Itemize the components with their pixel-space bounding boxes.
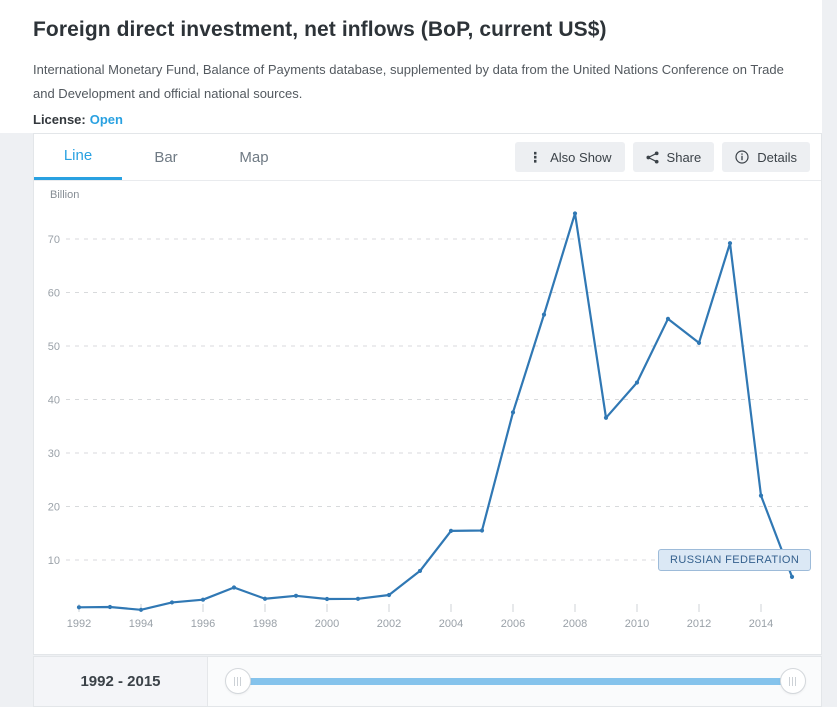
slider-handle-left[interactable] xyxy=(225,668,251,694)
svg-text:2012: 2012 xyxy=(687,618,711,630)
details-button[interactable]: Details xyxy=(722,142,810,172)
svg-text:30: 30 xyxy=(48,448,60,460)
license-link[interactable]: Open xyxy=(89,112,123,128)
svg-text:2014: 2014 xyxy=(749,618,773,630)
tab-line[interactable]: Line xyxy=(34,134,122,180)
chart-panel: Line Bar Map ⋮ Also Show Share Details xyxy=(33,133,822,655)
chart-toolbar: ⋮ Also Show Share Details xyxy=(515,134,821,180)
time-slider-panel: 1992 - 2015 xyxy=(33,656,822,707)
svg-text:2004: 2004 xyxy=(439,618,463,630)
license-line: License: Open xyxy=(33,112,822,127)
slider-handle-right[interactable] xyxy=(780,668,806,694)
page-header: Foreign direct investment, net inflows (… xyxy=(0,0,822,133)
svg-text:20: 20 xyxy=(48,502,60,514)
chart-body: 10 20 30 40 50 60 70 1992 1994 1996 1998 2000 2002 20… xyxy=(34,181,821,655)
svg-text:1996: 1996 xyxy=(191,618,215,630)
svg-text:1992: 1992 xyxy=(67,618,91,630)
kebab-icon: ⋮ xyxy=(528,149,543,165)
svg-text:2000: 2000 xyxy=(315,618,339,630)
svg-text:2010: 2010 xyxy=(625,618,649,630)
grip-icon xyxy=(789,676,797,686)
share-icon xyxy=(646,150,659,164)
chart-tabs-row: Line Bar Map ⋮ Also Show Share Details xyxy=(34,134,821,181)
tab-map[interactable]: Map xyxy=(239,148,269,166)
svg-text:2006: 2006 xyxy=(501,618,525,630)
series-label: RUSSIAN FEDERATION xyxy=(658,548,812,571)
svg-text:1994: 1994 xyxy=(129,618,153,630)
license-label: License: xyxy=(33,112,86,128)
svg-text:1998: 1998 xyxy=(253,618,277,630)
svg-text:2008: 2008 xyxy=(563,618,587,630)
svg-text:40: 40 xyxy=(48,395,60,407)
slider-track[interactable] xyxy=(238,678,793,685)
svg-text:60: 60 xyxy=(48,288,60,300)
page-title: Foreign direct investment, net inflows (… xyxy=(33,18,607,41)
svg-text:50: 50 xyxy=(48,341,60,353)
source-text: International Monetary Fund, Balance of … xyxy=(33,62,784,102)
unit-label: Billion xyxy=(50,189,80,201)
share-button[interactable]: Share xyxy=(632,142,715,172)
tab-bar[interactable]: Bar xyxy=(154,148,178,166)
svg-text:2002: 2002 xyxy=(377,618,401,630)
also-show-button[interactable]: ⋮ Also Show xyxy=(515,142,625,172)
grip-icon xyxy=(234,676,242,686)
range-label: 1992 - 2015 xyxy=(34,657,208,706)
svg-text:70: 70 xyxy=(48,234,60,246)
info-icon xyxy=(735,150,749,164)
slider-area xyxy=(208,657,821,706)
svg-text:10: 10 xyxy=(48,555,60,567)
chart-canvas: 10 20 30 40 50 60 70 1992 1994 1996 1998 2000 2002 20… xyxy=(48,211,811,630)
